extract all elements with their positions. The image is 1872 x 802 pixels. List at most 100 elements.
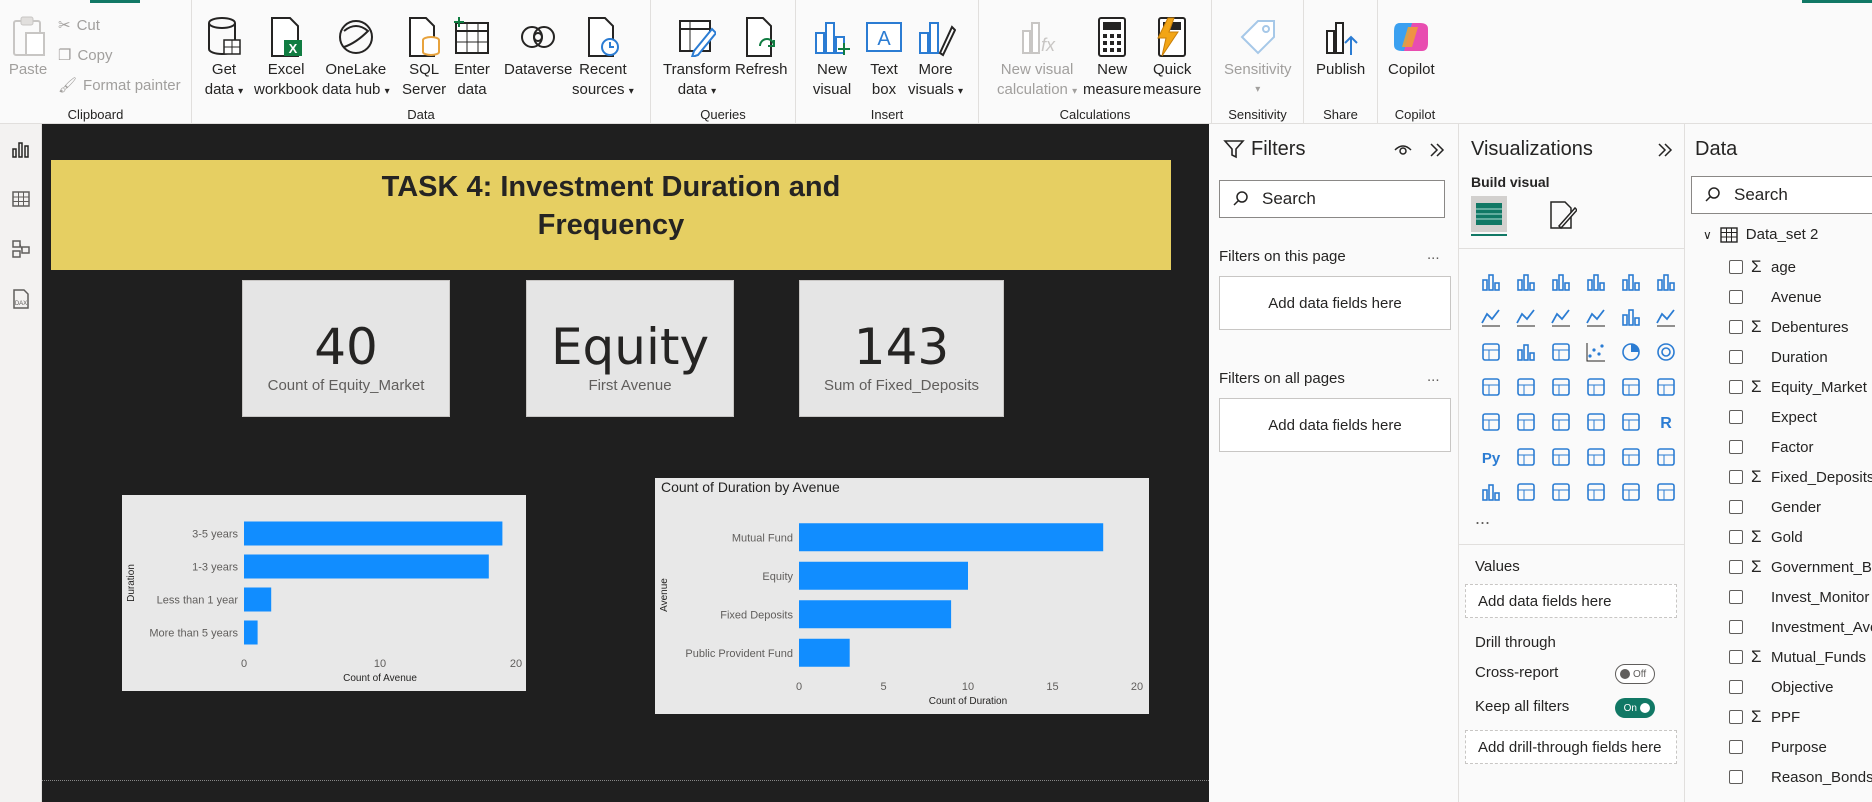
new-visual-button[interactable]: New visual (810, 14, 854, 100)
collapse-visualizations-icon[interactable] (1655, 140, 1675, 160)
decomposition-tree-icon[interactable] (1543, 439, 1578, 474)
field-checkbox[interactable] (1729, 500, 1743, 514)
excel-workbook-button[interactable]: X Excel workbook (254, 14, 318, 100)
stacked-area-icon[interactable] (1543, 299, 1578, 334)
stacked-column-icon[interactable] (1508, 264, 1543, 299)
publish-button[interactable]: Publish (1316, 14, 1365, 80)
matrix-icon[interactable] (1613, 404, 1648, 439)
table-icon[interactable] (1578, 404, 1613, 439)
chevron-visual-icon[interactable] (1648, 474, 1683, 509)
format-visual-tab[interactable] (1547, 200, 1579, 235)
treemap-icon[interactable] (1473, 369, 1508, 404)
paginated-report-icon[interactable] (1473, 474, 1508, 509)
field-checkbox[interactable] (1729, 440, 1743, 454)
cut-button[interactable]: ✂ Cut (58, 16, 100, 35)
field-checkbox[interactable] (1729, 260, 1743, 274)
paste-button[interactable]: Paste (6, 14, 50, 80)
funnel-icon[interactable] (1543, 334, 1578, 369)
smart-narrative-icon[interactable] (1613, 439, 1648, 474)
report-title-banner[interactable]: TASK 4: Investment Duration and Frequenc… (51, 160, 1171, 270)
filled-map-icon[interactable] (1543, 369, 1578, 404)
sensitivity-button[interactable]: Sensitivity ▾ (1224, 14, 1292, 100)
quick-measure-button[interactable]: Quick measure (1143, 14, 1201, 100)
clustered-bar-icon[interactable] (1543, 264, 1578, 299)
field-checkbox[interactable] (1729, 470, 1743, 484)
field-checkbox[interactable] (1729, 680, 1743, 694)
pie-icon[interactable] (1613, 334, 1648, 369)
collapse-filters-icon[interactable] (1427, 140, 1447, 160)
filters-on-all-pages-drop-zone[interactable]: Add data fields here (1219, 398, 1451, 452)
power-automate-icon[interactable] (1613, 474, 1648, 509)
python-visual-icon[interactable]: Py (1473, 439, 1508, 474)
get-data-button[interactable]: Get data ▾ (202, 14, 246, 102)
line-icon[interactable] (1473, 299, 1508, 334)
new-measure-button[interactable]: New measure (1083, 14, 1141, 100)
kpi-icon[interactable] (1508, 404, 1543, 439)
format-painter-button[interactable]: 🖌 Format painter (58, 76, 181, 95)
table-node[interactable]: ∨ Data_set 2 (1703, 226, 1818, 243)
filters-search-input[interactable]: Search (1219, 180, 1445, 218)
sql-server-button[interactable]: SQL Server (402, 14, 446, 100)
more-visuals-button[interactable]: More visuals ▾ (908, 14, 963, 102)
text-box-button[interactable]: A Text box (862, 14, 906, 100)
metrics-icon[interactable] (1648, 439, 1683, 474)
clustered-column-icon[interactable] (1578, 264, 1613, 299)
report-view-button[interactable] (0, 124, 42, 174)
qa-icon[interactable] (1578, 439, 1613, 474)
multirow-card-icon[interactable] (1473, 404, 1508, 439)
dataverse-button[interactable]: Dataverse (504, 14, 572, 80)
more-options-icon[interactable]: ... (1427, 246, 1440, 263)
field-checkbox[interactable] (1729, 320, 1743, 334)
histogram-icon[interactable] (1508, 334, 1543, 369)
scatter-icon[interactable] (1578, 334, 1613, 369)
kpi-card-equity-count[interactable]: 40 Count of Equity_Market (242, 280, 450, 417)
keep-all-filters-toggle[interactable]: On (1615, 698, 1655, 718)
key-influencers-icon[interactable] (1508, 439, 1543, 474)
map-icon[interactable] (1508, 369, 1543, 404)
recent-sources-button[interactable]: Recent sources ▾ (572, 14, 634, 102)
ribbon-icon[interactable] (1578, 299, 1613, 334)
cross-report-toggle[interactable]: Off (1615, 664, 1655, 684)
field-checkbox[interactable] (1729, 740, 1743, 754)
card-new-icon[interactable] (1508, 474, 1543, 509)
field-checkbox[interactable] (1729, 410, 1743, 424)
table-view-button[interactable] (0, 174, 42, 224)
area-icon[interactable] (1508, 299, 1543, 334)
more-visual-types-icon[interactable]: ... (1475, 508, 1491, 528)
field-checkbox[interactable] (1729, 710, 1743, 724)
values-drop-zone[interactable]: Add data fields here (1465, 584, 1677, 618)
power-apps-icon[interactable] (1578, 474, 1613, 509)
field-checkbox[interactable] (1729, 560, 1743, 574)
stacked-bar-icon[interactable] (1473, 264, 1508, 299)
field-checkbox[interactable] (1729, 770, 1743, 784)
field-checkbox[interactable] (1729, 530, 1743, 544)
onelake-data-hub-button[interactable]: OneLake data hub ▾ (322, 14, 390, 102)
build-visual-tab[interactable] (1471, 196, 1507, 232)
dax-query-view-button[interactable]: DAX (0, 274, 42, 324)
slicer-new-icon[interactable] (1543, 474, 1578, 509)
field-checkbox[interactable] (1729, 620, 1743, 634)
field-checkbox[interactable] (1729, 650, 1743, 664)
duration-by-avenue-bar-chart[interactable]: Count of Duration by Avenue Mutual Fund Eq… (655, 478, 1149, 714)
waterfall-icon[interactable] (1613, 299, 1648, 334)
field-checkbox[interactable] (1729, 380, 1743, 394)
azure-map-icon[interactable] (1578, 369, 1613, 404)
kpi-card-first-avenue[interactable]: Equity First Avenue (526, 280, 734, 417)
r-visual-icon[interactable]: R (1648, 404, 1683, 439)
eye-icon[interactable] (1393, 142, 1413, 158)
field-checkbox[interactable] (1729, 290, 1743, 304)
duration-bar-chart[interactable]: 3-5 years 1-3 years Less than 1 year More t… (122, 495, 526, 691)
slicer-icon[interactable] (1543, 404, 1578, 439)
data-search-input[interactable]: Search (1691, 176, 1872, 214)
100-column-icon[interactable] (1648, 264, 1683, 299)
new-visual-calculation-button[interactable]: fx New visual calculation ▾ (997, 14, 1077, 102)
kpi-card-fixed-deposits[interactable]: 143 Sum of Fixed_Deposits (799, 280, 1004, 417)
gauge-icon[interactable] (1613, 369, 1648, 404)
line-column-icon[interactable] (1648, 299, 1683, 334)
refresh-button[interactable]: Refresh (735, 14, 788, 80)
100-bar-icon[interactable] (1613, 264, 1648, 299)
more-options-icon[interactable]: ... (1427, 368, 1440, 385)
enter-data-button[interactable]: Enter data (450, 14, 494, 100)
model-view-button[interactable] (0, 224, 42, 274)
filters-on-page-drop-zone[interactable]: Add data fields here (1219, 276, 1451, 330)
